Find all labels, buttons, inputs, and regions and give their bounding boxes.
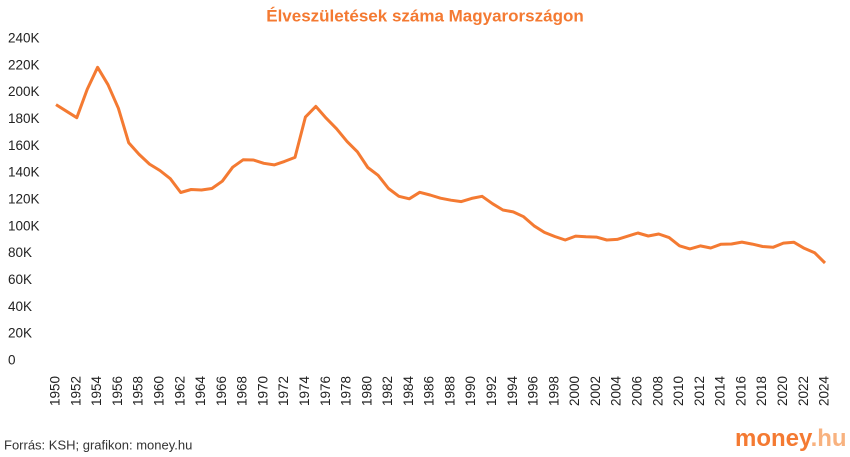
x-tick-label: 1966	[214, 376, 229, 406]
y-tick-label: 240K	[8, 31, 40, 46]
x-tick-label: 1962	[172, 376, 187, 406]
y-tick-label: 160K	[8, 138, 40, 153]
logo-main: money	[735, 425, 813, 452]
x-tick-label: 1986	[422, 376, 437, 406]
x-tick-label: 2008	[650, 376, 665, 406]
y-tick-label: 60K	[8, 272, 32, 287]
x-tick-label: 2002	[588, 376, 603, 406]
x-tick-label: 1984	[401, 376, 416, 407]
y-tick-label: 200K	[8, 84, 40, 99]
y-tick-label: 80K	[8, 245, 32, 260]
x-tick-label: 1956	[110, 376, 125, 406]
y-tick-label: 180K	[8, 111, 40, 126]
x-tick-label: 2018	[754, 376, 769, 406]
x-tick-label: 1978	[339, 376, 354, 406]
x-tick-label: 1964	[193, 376, 208, 407]
x-tick-label: 1982	[380, 376, 395, 406]
x-tick-label: 2016	[733, 376, 748, 406]
x-tick-label: 1972	[276, 376, 291, 406]
x-tick-label: 1958	[131, 376, 146, 406]
x-tick-label: 1994	[505, 376, 520, 407]
x-tick-label: 1974	[297, 376, 312, 407]
y-tick-label: 40K	[8, 299, 32, 314]
x-tick-label: 1990	[463, 376, 478, 406]
x-tick-label: 1950	[48, 376, 63, 406]
x-tick-label: 1952	[68, 376, 83, 406]
x-tick-label: 1954	[89, 376, 104, 407]
y-tick-label: 20K	[8, 326, 32, 341]
chart-title: Élveszületések száma Magyarországon	[266, 6, 583, 25]
x-tick-label: 1970	[255, 376, 270, 406]
x-tick-label: 2022	[796, 376, 811, 406]
x-tick-label: 1968	[235, 376, 250, 406]
source: Forrás: KSH; grafikon: money.hu	[4, 437, 192, 452]
x-tick-label: 2012	[692, 376, 707, 406]
x-tick-label: 2024	[817, 376, 832, 407]
data-line	[55, 65, 827, 265]
x-tick-label: 2020	[775, 376, 790, 406]
x-tick-label: 2010	[671, 376, 686, 406]
x-tick-label: 1976	[318, 376, 333, 406]
y-tick-label: 100K	[8, 218, 40, 233]
x-tick-label: 2000	[567, 376, 582, 406]
x-tick-label: 1996	[526, 376, 541, 406]
x-tick-label: 1960	[151, 376, 166, 406]
y-tick-label: 120K	[8, 192, 40, 207]
logo-suffix: .hu	[811, 425, 847, 452]
logo: money.hu	[735, 425, 847, 452]
x-tick-label: 1988	[442, 376, 457, 406]
x-tick-label: 1998	[546, 376, 561, 406]
y-tick-label: 0	[8, 353, 16, 368]
x-tick-label: 1980	[359, 376, 374, 406]
y-tick-label: 140K	[8, 165, 40, 180]
y-tick-label: 220K	[8, 57, 40, 72]
x-tick-label: 1992	[484, 376, 499, 406]
x-tick-label: 2006	[630, 376, 645, 406]
x-tick-label: 2004	[609, 376, 624, 407]
x-tick-label: 2014	[713, 376, 728, 407]
